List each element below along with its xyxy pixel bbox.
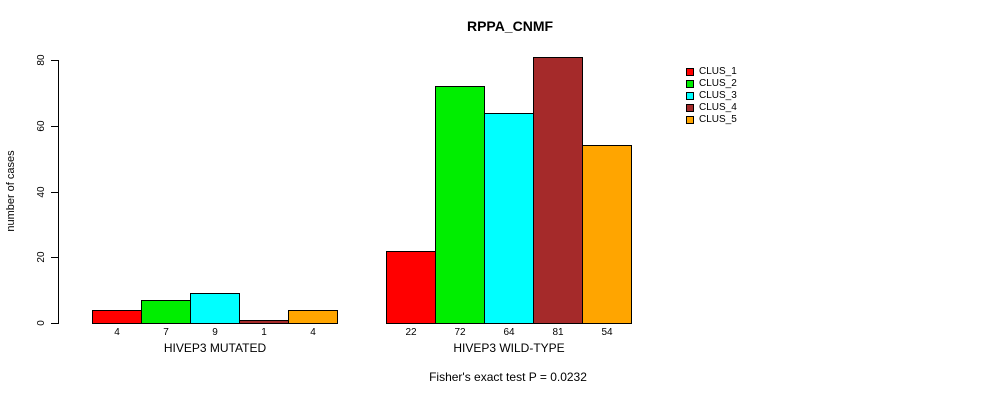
y-axis-tick: [51, 126, 58, 127]
legend-swatch: [686, 92, 694, 100]
y-axis-tick: [51, 323, 58, 324]
bar-value-label: 54: [601, 327, 613, 338]
bar-CLUS_5: [288, 310, 338, 324]
y-axis-line: [58, 60, 59, 324]
bar-value-label: 9: [212, 327, 218, 338]
bar-CLUS_4: [533, 57, 583, 324]
bar-value-label: 4: [114, 327, 120, 338]
bar-CLUS_1: [92, 310, 142, 324]
y-axis-label: number of cases: [5, 150, 17, 232]
stat-annotation: Fisher's exact test P = 0.0232: [429, 370, 587, 384]
y-axis-tick-label: 0: [36, 320, 47, 326]
y-axis-tick-label: 20: [36, 251, 47, 263]
bar-CLUS_2: [141, 300, 191, 324]
chart-title: RPPA_CNMF: [466, 18, 554, 34]
bar-CLUS_1: [386, 251, 436, 324]
bar-value-label: 1: [261, 327, 267, 338]
legend-item: CLUS_3: [686, 90, 737, 102]
legend-swatch: [686, 80, 694, 88]
legend-item: CLUS_1: [686, 66, 737, 78]
y-axis-tick-label: 80: [36, 54, 47, 66]
bar-CLUS_3: [484, 113, 534, 324]
bar-CLUS_4: [239, 320, 289, 324]
y-axis-tick: [51, 257, 58, 258]
bar-CLUS_2: [435, 86, 485, 324]
legend-swatch: [686, 68, 694, 76]
bar-value-label: 81: [552, 327, 564, 338]
y-axis-tick: [51, 192, 58, 193]
legend-item: CLUS_2: [686, 78, 737, 90]
y-axis-tick-label: 40: [36, 186, 47, 198]
legend-swatch: [686, 116, 694, 124]
legend: CLUS_1 CLUS_2 CLUS_3 CLUS_4 CLUS_5: [686, 66, 737, 126]
bar-CLUS_5: [582, 145, 632, 324]
bar-value-label: 22: [405, 327, 417, 338]
group-label: HIVEP3 MUTATED: [163, 341, 267, 355]
legend-label: CLUS_1: [699, 66, 737, 77]
legend-label: CLUS_3: [699, 90, 737, 101]
bar-value-label: 64: [503, 327, 515, 338]
bar-value-label: 72: [454, 327, 466, 338]
bar-value-label: 7: [163, 327, 169, 338]
legend-label: CLUS_4: [699, 102, 737, 113]
legend-label: CLUS_5: [699, 114, 737, 125]
group-label: HIVEP3 WILD-TYPE: [453, 341, 565, 355]
legend-item: CLUS_5: [686, 114, 737, 126]
y-axis-tick-label: 60: [36, 120, 47, 132]
y-axis-tick: [51, 60, 58, 61]
bar-value-label: 4: [310, 327, 316, 338]
legend-item: CLUS_4: [686, 102, 737, 114]
legend-swatch: [686, 104, 694, 112]
bar-CLUS_3: [190, 293, 240, 324]
legend-label: CLUS_2: [699, 78, 737, 89]
